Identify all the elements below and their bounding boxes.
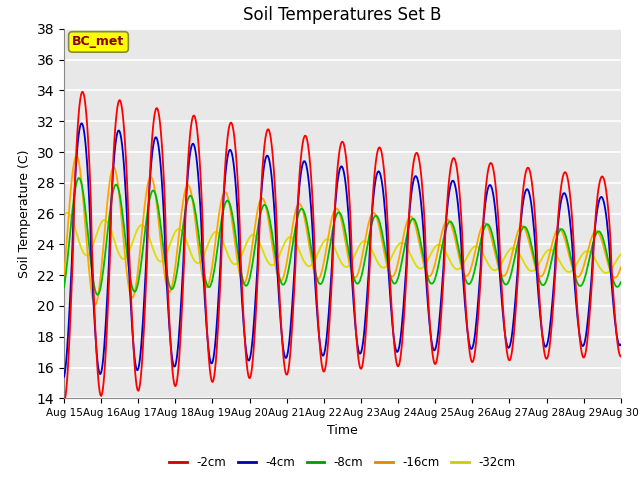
Legend: -2cm, -4cm, -8cm, -16cm, -32cm: -2cm, -4cm, -8cm, -16cm, -32cm: [164, 451, 520, 474]
X-axis label: Time: Time: [327, 424, 358, 437]
Title: Soil Temperatures Set B: Soil Temperatures Set B: [243, 6, 442, 24]
Y-axis label: Soil Temperature (C): Soil Temperature (C): [18, 149, 31, 278]
Text: BC_met: BC_met: [72, 36, 125, 48]
